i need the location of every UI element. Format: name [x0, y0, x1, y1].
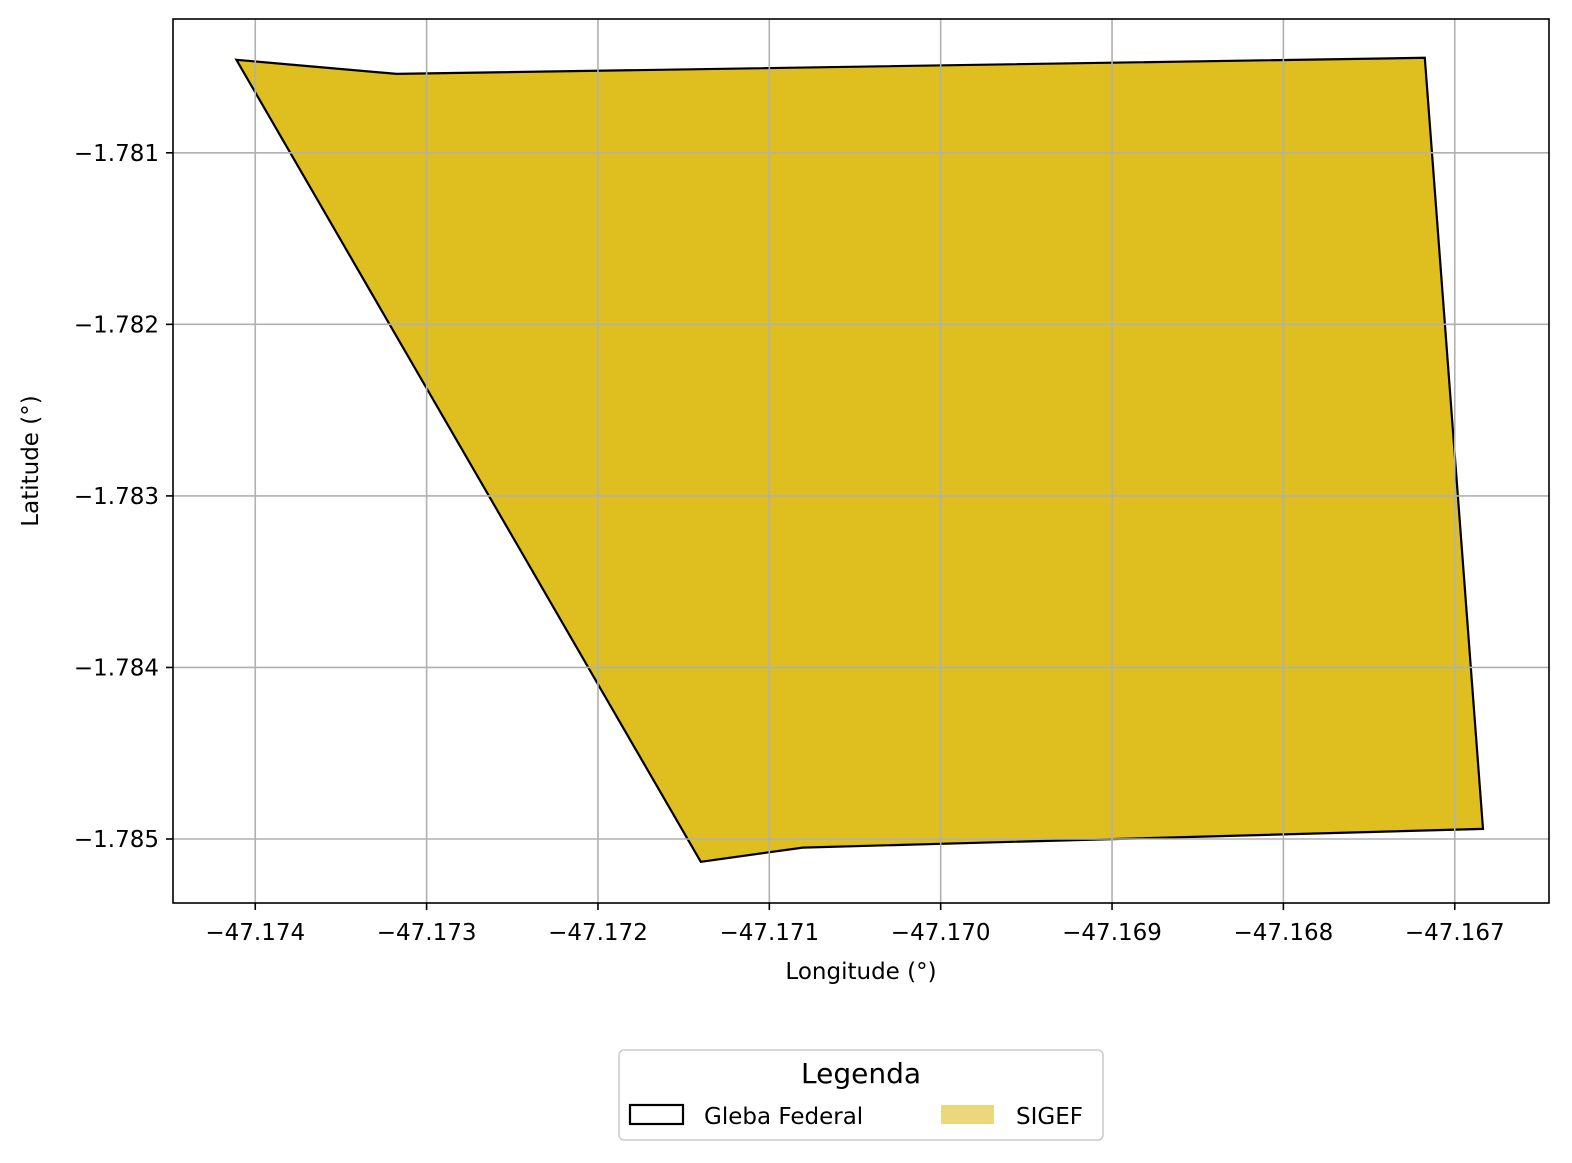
y-tick-label: −1.785: [74, 827, 159, 853]
x-tick-label: −47.168: [1234, 920, 1334, 946]
x-axis-ticks: −47.174 −47.173 −47.172 −47.171 −47.170 −47.1…: [205, 903, 1505, 946]
grid-lines: [173, 19, 1549, 903]
y-tick-label: −1.784: [74, 655, 159, 681]
x-tick-label: −47.170: [891, 920, 991, 946]
polygon-sigef: [234, 56, 1485, 863]
x-axis-label: Longitude (°): [785, 959, 936, 985]
x-tick-label: −47.171: [719, 920, 819, 946]
plot-frame: [172, 18, 1550, 904]
y-axis-ticks: −1.781 −1.782 −1.783 −1.784 −1.785: [74, 141, 173, 853]
legend-swatch-gleba-federal: [628, 1103, 685, 1126]
legend-label-gleba-federal: Gleba Federal: [704, 1104, 863, 1130]
legend-label-sigef: SIGEF: [1016, 1104, 1083, 1130]
x-tick-label: −47.167: [1405, 920, 1505, 946]
legend-swatch-sigef: [941, 1105, 994, 1124]
y-tick-label: −1.782: [74, 312, 159, 338]
x-tick-label: −47.169: [1062, 920, 1162, 946]
y-tick-label: −1.783: [74, 484, 159, 510]
legend: Legenda Gleba Federal SIGEF: [618, 1049, 1104, 1141]
y-axis-label: Latitude (°): [18, 395, 44, 526]
legend-title: Legenda: [801, 1057, 921, 1090]
x-tick-label: −47.172: [548, 920, 648, 946]
x-tick-label: −47.174: [205, 920, 305, 946]
polygon-layer: [234, 56, 1485, 863]
y-tick-label: −1.781: [74, 141, 159, 167]
x-tick-label: −47.173: [377, 920, 477, 946]
